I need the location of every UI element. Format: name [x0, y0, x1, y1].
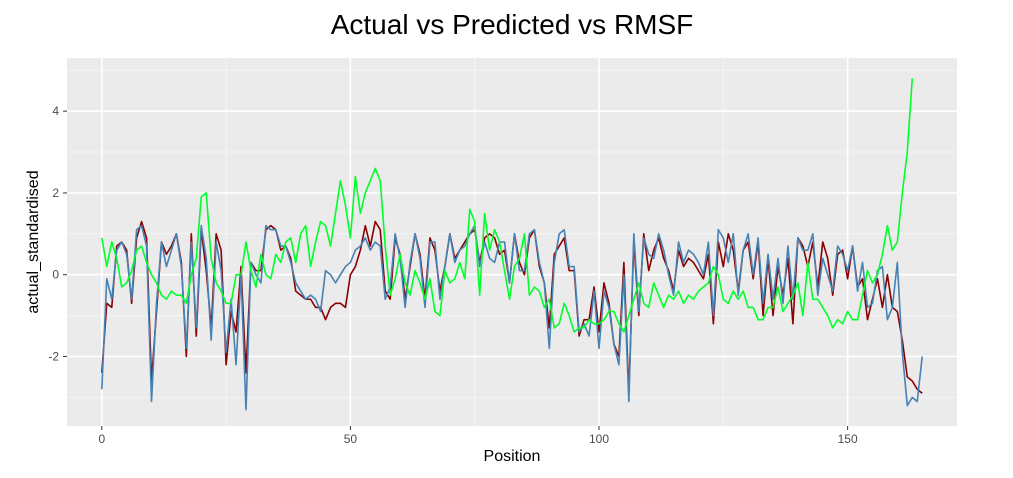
x-axis-ticks: 0 50 100 150 — [98, 426, 858, 446]
series-lines — [101, 78, 923, 411]
y-tick-label: 2 — [52, 186, 59, 200]
series-line-1 — [101, 224, 923, 411]
y-tick-label: 4 — [52, 104, 59, 118]
major-gridlines — [67, 58, 957, 426]
chart-title: Actual vs Predicted vs RMSF — [331, 9, 694, 40]
x-tick-label: 150 — [838, 432, 858, 446]
x-tick-label: 100 — [589, 432, 609, 446]
x-tick-label: 50 — [344, 432, 358, 446]
y-tick-label: -2 — [48, 349, 59, 363]
y-axis-ticks: -2 0 2 4 — [48, 104, 67, 363]
series-line-2 — [101, 78, 914, 333]
x-axis-label: Position — [484, 448, 541, 465]
y-axis-label: actual_standardised — [25, 170, 42, 313]
y-tick-label: 0 — [52, 268, 59, 282]
x-tick-label: 0 — [98, 432, 105, 446]
minor-gridlines — [67, 58, 957, 426]
